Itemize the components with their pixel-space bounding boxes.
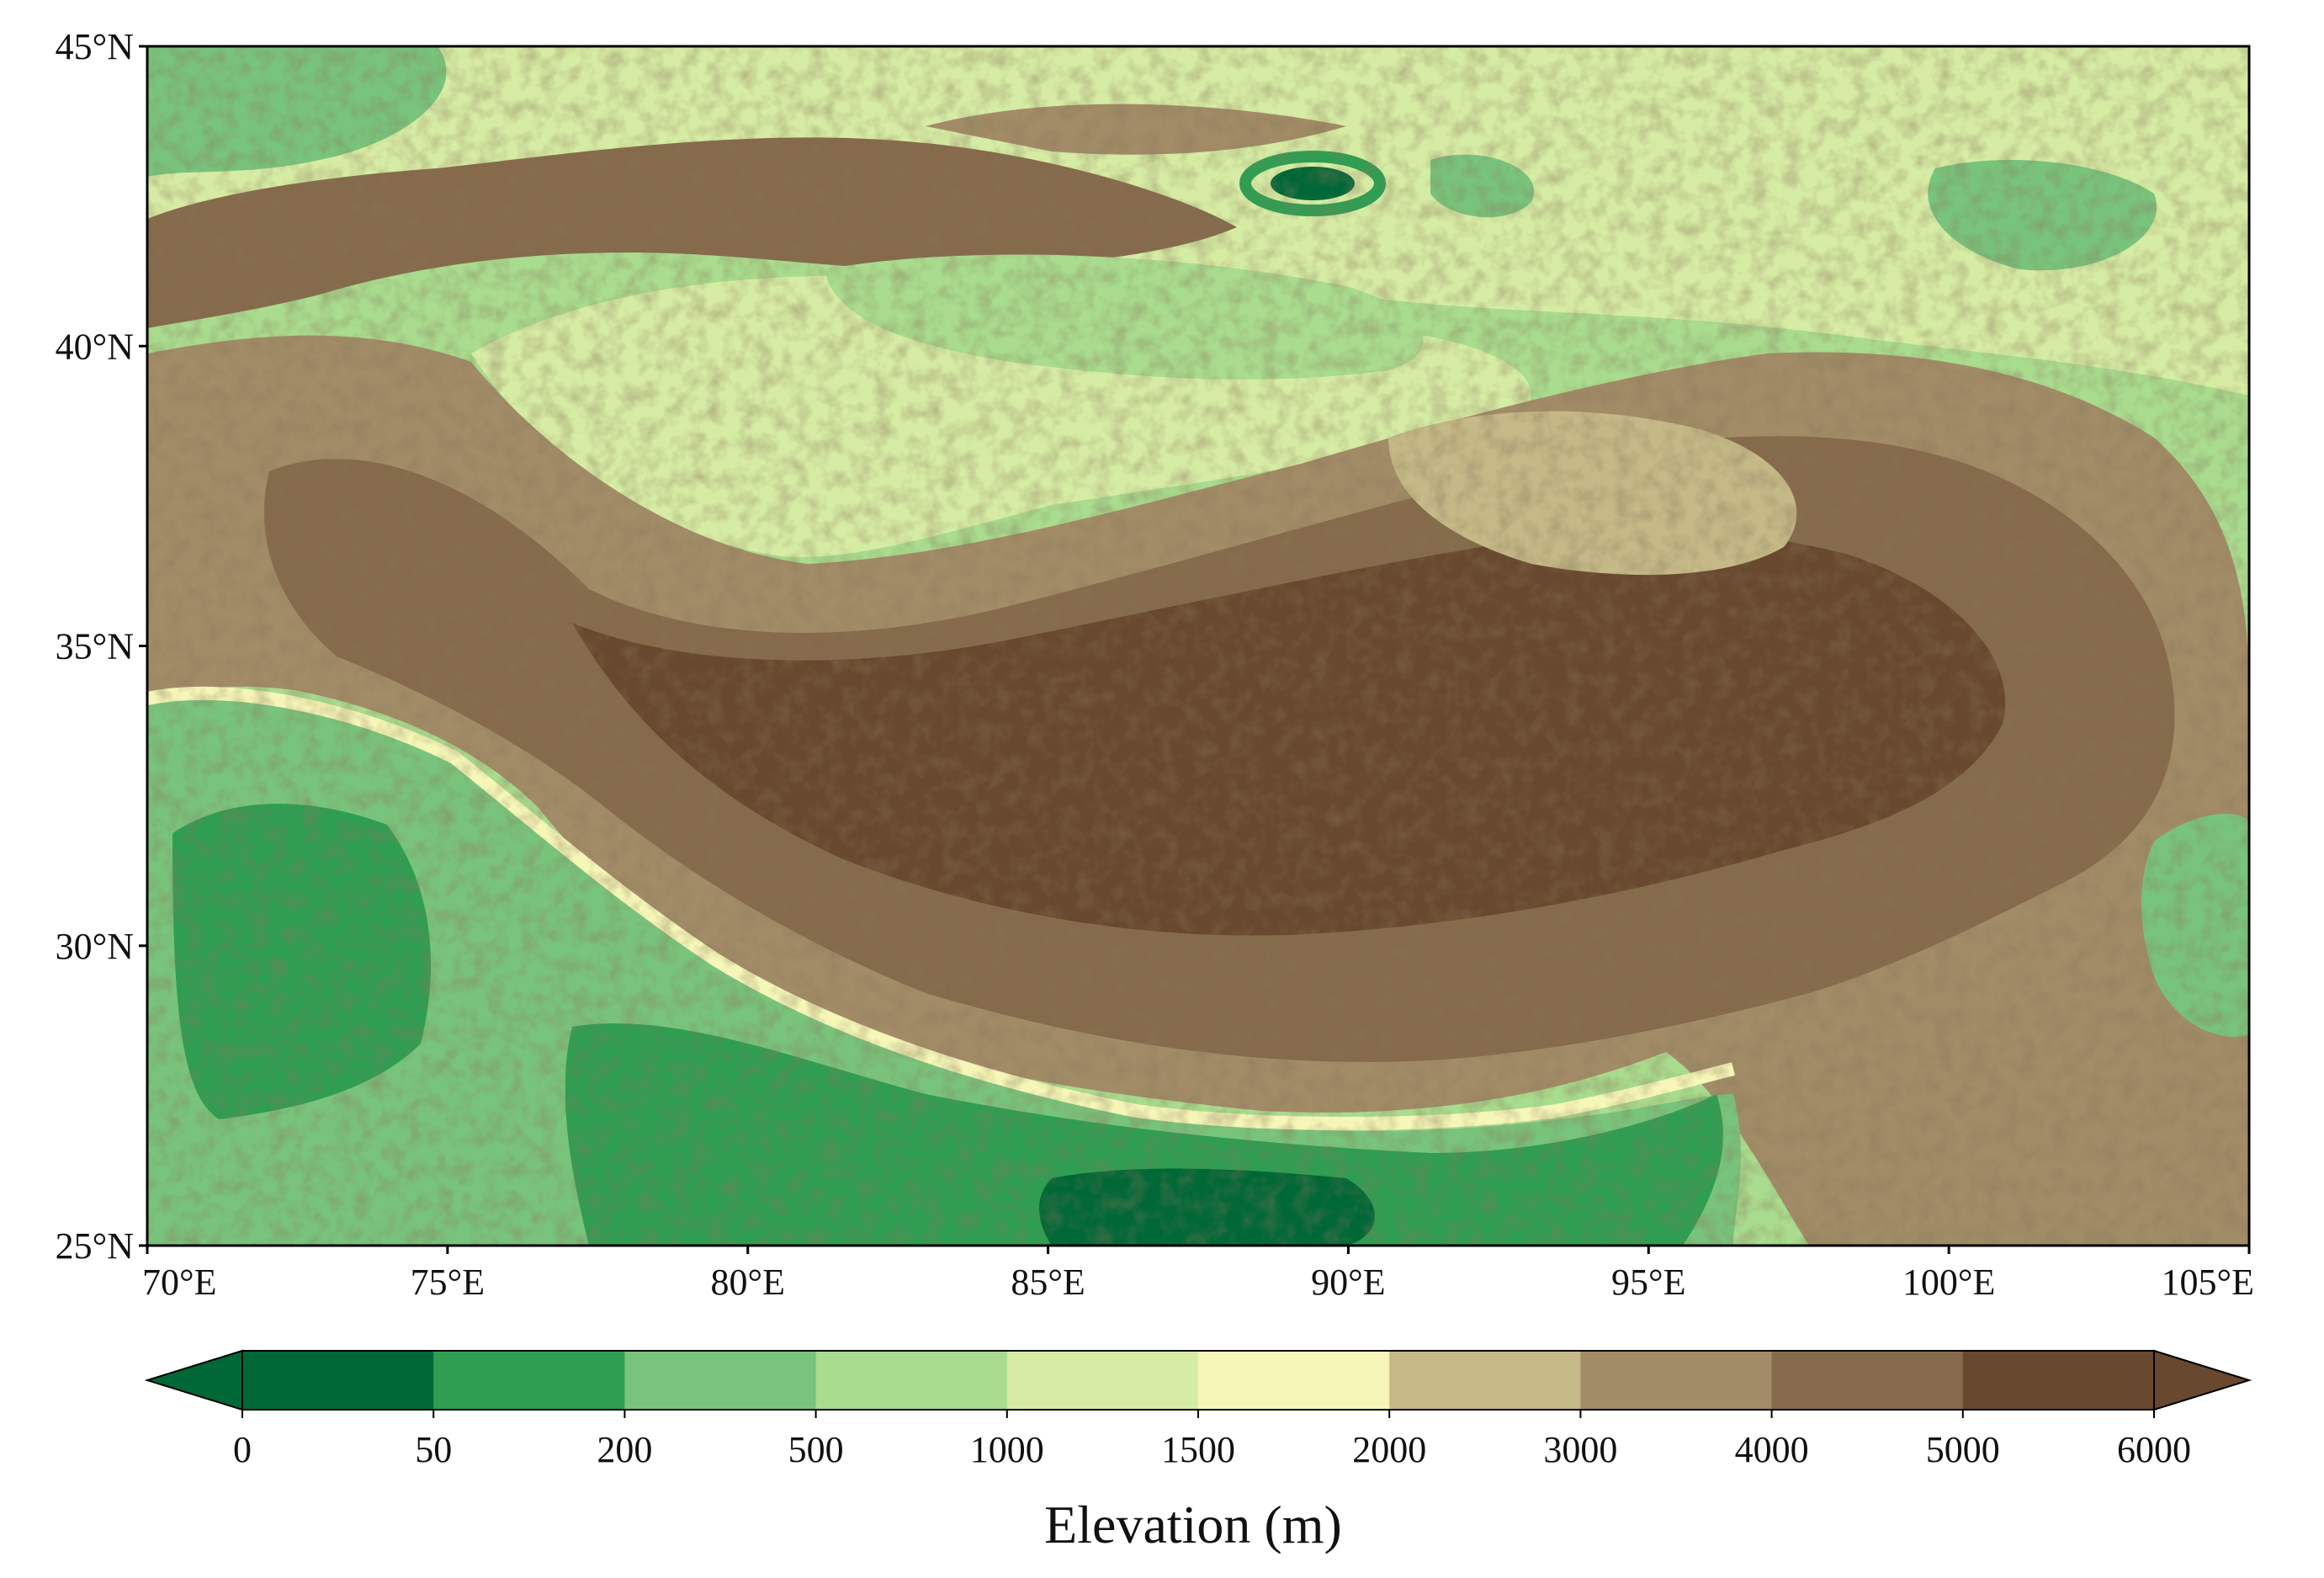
colorbar-tick-label: 500 bbox=[788, 1429, 844, 1470]
x-tick-label: 75°E bbox=[411, 1262, 485, 1303]
colorbar-bin bbox=[433, 1351, 625, 1410]
colorbar-tick-label: 1000 bbox=[970, 1429, 1044, 1470]
x-tick-label: 90°E bbox=[1311, 1262, 1385, 1303]
colorbar-bin bbox=[1389, 1351, 1581, 1410]
colorbar-bin bbox=[242, 1351, 434, 1410]
colorbar-tick-label: 4000 bbox=[1735, 1429, 1809, 1470]
y-tick-label: 35°N bbox=[56, 626, 134, 667]
x-tick-label: 80°E bbox=[710, 1262, 784, 1303]
colorbar-extend-min bbox=[144, 1349, 243, 1411]
colorbar-tick-label: 200 bbox=[597, 1429, 652, 1470]
colorbar-tick-label: 1500 bbox=[1161, 1429, 1235, 1470]
x-tick-label: 105°E bbox=[2162, 1262, 2254, 1303]
y-tick-label: 25°N bbox=[56, 1225, 134, 1267]
colorbar-tick-label: 6000 bbox=[2117, 1429, 2191, 1470]
colorbar-bin bbox=[1580, 1351, 1773, 1410]
colorbar-bin bbox=[1006, 1351, 1199, 1410]
colorbar-tick-label: 3000 bbox=[1543, 1429, 1617, 1470]
longitude-axis: 70°E 75°E 80°E 85°E 90°E 95°E 100°E 105°E bbox=[142, 1246, 2254, 1303]
colorbar-tick-label: 2000 bbox=[1352, 1429, 1426, 1470]
x-tick-label: 85°E bbox=[1011, 1262, 1085, 1303]
x-tick-label: 95°E bbox=[1611, 1262, 1685, 1303]
colorbar-bin bbox=[624, 1351, 817, 1410]
map-panel bbox=[147, 46, 2249, 1246]
colorbar-bin bbox=[815, 1351, 1008, 1410]
colorbar-tick-label: 5000 bbox=[1926, 1429, 2000, 1470]
colorbar-tick-label: 50 bbox=[415, 1429, 452, 1470]
y-tick-label: 30°N bbox=[56, 926, 134, 967]
colorbar-bin bbox=[1198, 1351, 1390, 1410]
latitude-axis: 45°N 40°N 35°N 30°N 25°N bbox=[56, 26, 147, 1267]
y-tick-label: 45°N bbox=[56, 26, 134, 67]
colorbar-extend-max bbox=[2153, 1349, 2252, 1411]
x-tick-label: 70°E bbox=[142, 1262, 216, 1303]
elevation-colorbar: 0 50 200 500 1000 1500 2000 3000 4000 5000 6000 bbox=[144, 1349, 2252, 1470]
x-tick-label: 100°E bbox=[1902, 1262, 1995, 1303]
y-tick-label: 40°N bbox=[56, 326, 134, 367]
terrain-texture bbox=[147, 46, 2249, 1246]
colorbar-bin bbox=[1771, 1351, 1964, 1410]
colorbar-bin bbox=[1962, 1351, 2155, 1410]
colorbar-tick-label: 0 bbox=[233, 1429, 252, 1470]
colorbar-title: Elevation (m) bbox=[1044, 1495, 1342, 1554]
